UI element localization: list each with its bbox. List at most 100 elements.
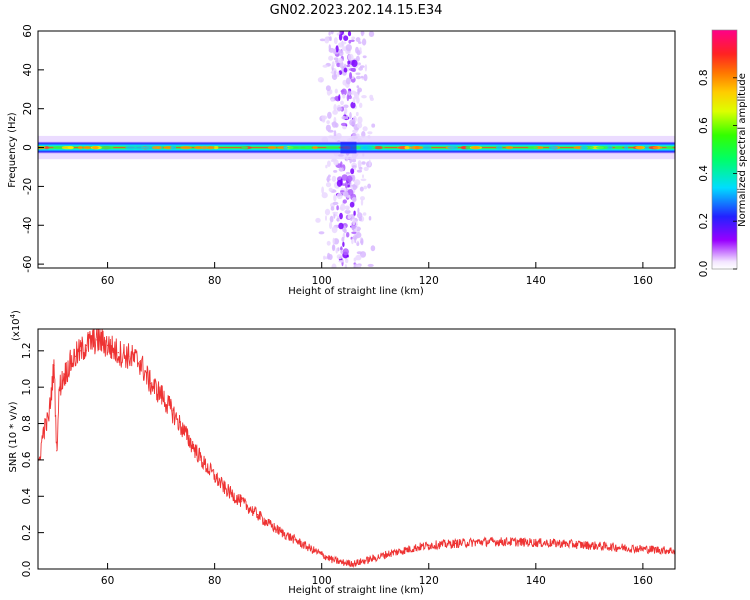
snr-data-point <box>417 546 419 548</box>
spectrogram-speckle <box>344 264 348 268</box>
carrier-band-blob <box>326 146 340 150</box>
snr-data-point <box>310 548 312 550</box>
spectrogram-speckle <box>347 60 351 65</box>
spectrogram-speckle <box>328 47 335 53</box>
spectrogram-speckle <box>338 222 344 230</box>
spectrogram-speckle <box>321 186 324 194</box>
spectrogram-speckle <box>328 55 334 61</box>
spectrogram-speckle <box>333 159 339 166</box>
snr-data-point <box>90 341 93 343</box>
spectrogram-speckle <box>346 64 351 67</box>
snr-x-axis-label: Height of straight line (km) <box>288 585 424 596</box>
snr-data-point <box>117 352 119 354</box>
spectrogram-speckle <box>340 203 346 211</box>
snr-data-point <box>374 557 376 559</box>
spectrogram-speckle <box>326 240 331 246</box>
spectrogram-speckle <box>347 189 354 197</box>
spectrogram-speckle <box>356 50 361 56</box>
spectrogram-speckle <box>351 158 357 163</box>
carrier-band-blob <box>241 146 249 150</box>
carrier-band-blob <box>170 146 177 150</box>
spectrogram-speckle <box>341 174 348 181</box>
snr-frame <box>37 328 676 570</box>
carrier-band-blob <box>53 146 63 150</box>
spectrogram-speckle <box>357 160 362 167</box>
spectrogram-speckle <box>333 48 337 54</box>
spectrogram-speckle <box>360 178 367 182</box>
spectrogram-speckle <box>336 62 341 68</box>
colorbar: 0.0 0.2 0.4 0.6 0.8 Normalized spectral ampl… <box>698 29 748 277</box>
spectrogram-speckle <box>338 33 343 41</box>
spectrogram-speckle <box>330 31 334 35</box>
carrier-band-blob <box>92 146 99 150</box>
y-tick-label: 1.2 <box>21 342 33 359</box>
spectrogram-speckle <box>338 70 343 75</box>
spectrogram-speckle <box>349 119 356 126</box>
spectrogram-speckle <box>322 64 328 68</box>
carrier-band-blob <box>596 146 609 150</box>
spectrogram-frame <box>37 30 676 269</box>
spectrogram-speckle <box>318 231 325 235</box>
y-tick-label: -60 <box>22 256 34 273</box>
spectrogram-speckle <box>360 31 364 37</box>
snr-data-point <box>203 462 205 465</box>
spectrogram-speckle <box>333 57 339 61</box>
carrier-band-blob <box>201 146 208 150</box>
spectrogram-speckle <box>332 201 339 205</box>
spectrogram-speckle <box>329 221 333 229</box>
carrier-band-blob <box>652 146 663 150</box>
spectrogram-speckle <box>347 214 352 219</box>
carrier-band-blob <box>421 146 432 150</box>
colorbar-tick-label: 0.2 <box>698 213 710 230</box>
spectrogram-speckle <box>325 124 331 132</box>
spectrogram-speckle <box>368 216 372 221</box>
spectrogram-speckle <box>338 260 345 263</box>
spectrogram-speckle <box>363 166 369 171</box>
spectrogram-speckle <box>333 130 337 137</box>
spectrogram-speckle <box>343 35 349 41</box>
carrier-band-blob <box>99 146 114 150</box>
spectrogram-speckle <box>332 244 335 250</box>
spectrogram-speckle <box>367 183 371 189</box>
spectrogram-speckle <box>362 55 367 59</box>
spectrogram-speckle <box>360 199 364 206</box>
spectrogram-speckle <box>360 196 365 201</box>
spectrogram-speckle <box>336 205 339 211</box>
y-tick-label: 0.8 <box>21 415 33 432</box>
carrier-band-blob <box>298 146 312 150</box>
spectrogram-speckle <box>329 36 332 42</box>
spectrogram-speckle <box>340 178 343 186</box>
spectrogram-speckle <box>352 99 356 103</box>
snr-data-point <box>278 530 280 532</box>
spectrogram-speckle <box>346 207 350 211</box>
spectrogram-speckle <box>341 115 347 120</box>
spectrogram-speckle <box>349 72 352 80</box>
carrier-band-blob <box>461 146 466 150</box>
spectrogram-speckle <box>323 255 326 260</box>
spectrogram-speckle <box>347 92 352 95</box>
spectrogram-speckle <box>339 212 343 220</box>
spectrogram-speckle <box>345 44 352 52</box>
spectrogram-speckle <box>349 112 352 119</box>
spectrogram-speckle <box>340 161 343 168</box>
spectrogram-speckle <box>355 254 362 261</box>
carrier-band-blob <box>409 146 424 150</box>
spectrogram-speckle <box>359 186 364 192</box>
carrier-band-blob <box>83 146 92 150</box>
colorbar-tick-label: 0.6 <box>698 117 710 134</box>
carrier-band-blob <box>180 146 192 150</box>
carrier-band-blob <box>194 146 203 150</box>
spectrogram-speckle <box>340 122 348 127</box>
carrier-band-blob <box>614 146 623 150</box>
spectrogram-speckle <box>325 164 328 169</box>
spectrogram-speckle <box>360 75 364 79</box>
y-tick-label: 0.4 <box>21 488 33 505</box>
spectrogram-speckle <box>327 111 332 119</box>
snr-data-point <box>128 355 130 357</box>
snr-data-point <box>64 373 66 376</box>
spectrogram-speckle <box>345 258 349 264</box>
snr-data-point <box>481 541 483 543</box>
colorbar-label: Normalized spectral amplitude <box>737 73 748 227</box>
spectrogram-speckle <box>315 217 321 223</box>
spectrogram-speckle <box>356 85 360 89</box>
